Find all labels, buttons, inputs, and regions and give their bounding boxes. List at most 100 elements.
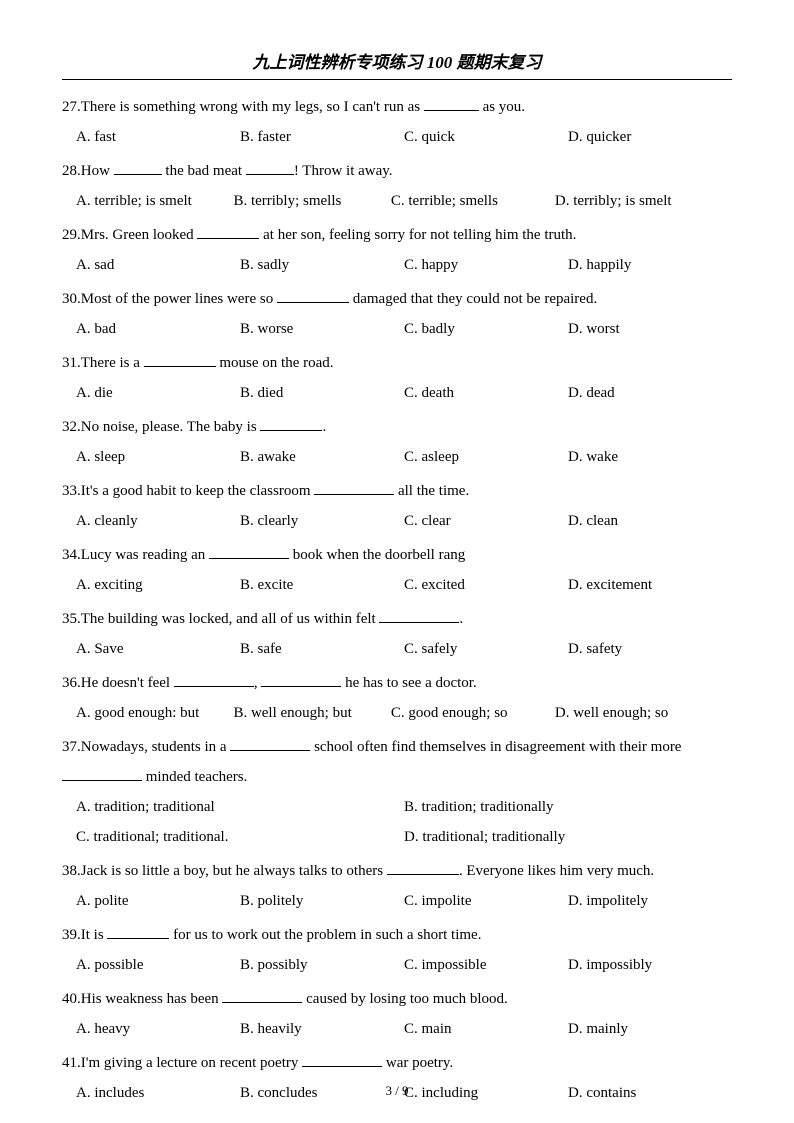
question-stem: 29.Mrs. Green looked at her son, feeling… (62, 220, 732, 250)
blank (379, 610, 459, 624)
question-30: 30.Most of the power lines were so damag… (62, 284, 732, 344)
stem-text: It is (81, 927, 108, 943)
options: A. cleanlyB. clearlyC. clearD. clean (76, 506, 732, 536)
blank (246, 162, 294, 176)
question-34: 34.Lucy was reading an book when the doo… (62, 540, 732, 600)
option: C. clear (404, 506, 568, 536)
question-stem: 31.There is a mouse on the road. (62, 348, 732, 378)
question-number: 29. (62, 227, 81, 243)
question-40: 40.His weakness has been caused by losin… (62, 984, 732, 1044)
question-38: 38.Jack is so little a boy, but he alway… (62, 856, 732, 916)
options: A. sleepB. awakeC. asleepD. wake (76, 442, 732, 472)
option: A. Save (76, 634, 240, 664)
stem-text: No noise, please. The baby is (81, 419, 261, 435)
question-stem: 28.How the bad meat ! Throw it away. (62, 156, 732, 186)
option: B. awake (240, 442, 404, 472)
question-28: 28.How the bad meat ! Throw it away.A. t… (62, 156, 732, 216)
question-stem: 38.Jack is so little a boy, but he alway… (62, 856, 732, 886)
stem-text: caused by losing too much blood. (302, 991, 507, 1007)
stem-text: Jack is so little a boy, but he always t… (81, 863, 387, 879)
question-number: 41. (62, 1055, 81, 1071)
question-stem: 36.He doesn't feel , he has to see a doc… (62, 668, 732, 698)
question-37: 37.Nowadays, students in a school often … (62, 732, 732, 852)
question-number: 36. (62, 675, 81, 691)
stem-text: I'm giving a lecture on recent poetry (81, 1055, 302, 1071)
blank (209, 546, 289, 560)
stem-text: he has to see a doctor. (341, 675, 476, 691)
stem-text: He doesn't feel (81, 675, 174, 691)
question-number: 35. (62, 611, 81, 627)
option: A. heavy (76, 1014, 240, 1044)
option: A. terrible; is smelt (76, 186, 233, 216)
options: A. good enough: butB. well enough; butC.… (76, 698, 732, 728)
options: A. sadB. sadlyC. happyD. happily (76, 250, 732, 280)
blank (314, 482, 394, 496)
blank (261, 674, 341, 688)
question-41: 41.I'm giving a lecture on recent poetry… (62, 1048, 732, 1108)
blank (174, 674, 254, 688)
question-stem: 40.His weakness has been caused by losin… (62, 984, 732, 1014)
option: B. faster (240, 122, 404, 152)
option: C. happy (404, 250, 568, 280)
option: D. clean (568, 506, 732, 536)
question-number: 30. (62, 291, 81, 307)
question-number: 28. (62, 163, 81, 179)
option: A. die (76, 378, 240, 408)
option: B. possibly (240, 950, 404, 980)
blank (277, 290, 349, 304)
question-stem: 30.Most of the power lines were so damag… (62, 284, 732, 314)
stem-text: . (322, 419, 326, 435)
question-number: 33. (62, 483, 81, 499)
blank (144, 354, 216, 368)
stem-text: mouse on the road. (216, 355, 334, 371)
option: A. good enough: but (76, 698, 233, 728)
stem-text: damaged that they could not be repaired. (349, 291, 597, 307)
question-stem: 33.It's a good habit to keep the classro… (62, 476, 732, 506)
stem-text: Nowadays, students in a (81, 739, 231, 755)
option: D. impolitely (568, 886, 732, 916)
stem-text: Lucy was reading an (81, 547, 209, 563)
stem-text: . Everyone likes him very much. (459, 863, 654, 879)
option: C. quick (404, 122, 568, 152)
question-33: 33.It's a good habit to keep the classro… (62, 476, 732, 536)
stem-text: It's a good habit to keep the classroom (81, 483, 314, 499)
option: D. happily (568, 250, 732, 280)
option: A. sad (76, 250, 240, 280)
blank (197, 226, 259, 240)
options: A. fastB. fasterC. quickD. quicker (76, 122, 732, 152)
option: D. worst (568, 314, 732, 344)
blank (62, 768, 142, 782)
page-header: 九上词性辨析专项练习 100 题期末复习 (62, 48, 732, 80)
option: A. possible (76, 950, 240, 980)
option: B. tradition; traditionally (404, 792, 732, 822)
stem-text: as you. (479, 99, 525, 115)
options: A. possibleB. possiblyC. impossibleD. im… (76, 950, 732, 980)
question-list: 27.There is something wrong with my legs… (62, 92, 732, 1108)
question-number: 39. (62, 927, 81, 943)
stem-text: war poetry. (382, 1055, 453, 1071)
stem-text: school often find themselves in disagree… (310, 739, 681, 755)
question-35: 35.The building was locked, and all of u… (62, 604, 732, 664)
options: A. terrible; is smeltB. terribly; smells… (76, 186, 732, 216)
option: D. well enough; so (555, 698, 732, 728)
options: A. badB. worseC. badlyD. worst (76, 314, 732, 344)
option: B. heavily (240, 1014, 404, 1044)
stem-text: There is a (81, 355, 144, 371)
option: C. excited (404, 570, 568, 600)
option: A. cleanly (76, 506, 240, 536)
option: A. sleep (76, 442, 240, 472)
option: C. good enough; so (391, 698, 555, 728)
blank (230, 738, 310, 752)
question-number: 32. (62, 419, 81, 435)
option: B. excite (240, 570, 404, 600)
options: A. excitingB. exciteC. excitedD. excitem… (76, 570, 732, 600)
option: C. badly (404, 314, 568, 344)
question-29: 29.Mrs. Green looked at her son, feeling… (62, 220, 732, 280)
option: A. polite (76, 886, 240, 916)
option: D. traditional; traditionally (404, 822, 732, 852)
option: A. fast (76, 122, 240, 152)
page-number: 3 / 9 (0, 1083, 794, 1099)
option: B. safe (240, 634, 404, 664)
blank (387, 862, 459, 876)
stem-text: Mrs. Green looked (81, 227, 198, 243)
